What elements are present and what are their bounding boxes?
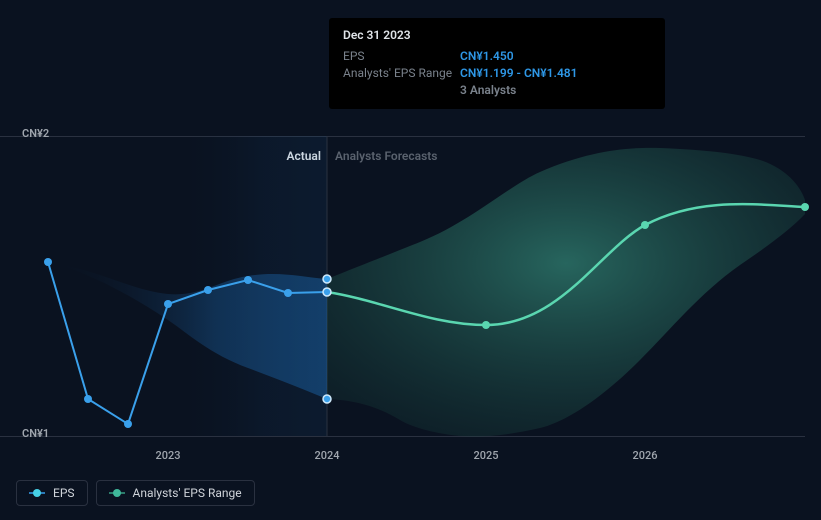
tooltip-value: 3 Analysts [460,82,516,99]
tooltip-row: 3 Analysts [343,82,651,99]
tooltip-row: EPS CN¥1.450 [343,48,651,65]
x-tick-label: 2024 [314,449,339,462]
chart-tooltip: Dec 31 2023 EPS CN¥1.450 Analysts' EPS R… [329,18,665,109]
tooltip-row: Analysts' EPS Range CN¥1.199 - CN¥1.481 [343,65,651,82]
legend-label: Analysts' EPS Range [133,486,242,500]
eps-chart-panel: CN¥2 CN¥1 Actual Analysts Forecasts [0,0,821,520]
x-tick-label: 2026 [632,449,657,462]
legend-item-eps[interactable]: EPS [16,480,88,506]
x-tick-label: 2025 [473,449,498,462]
legend-item-range[interactable]: Analysts' EPS Range [96,480,255,506]
tooltip-label: Analysts' EPS Range [343,65,460,82]
tooltip-value: CN¥1.450 [460,48,514,65]
tooltip-value: CN¥1.199 - CN¥1.481 [460,65,578,82]
x-tick-label: 2023 [155,449,180,462]
legend: EPS Analysts' EPS Range [16,480,255,506]
tooltip-date: Dec 31 2023 [343,28,651,42]
tooltip-label [343,82,460,99]
tooltip-label: EPS [343,48,460,65]
legend-swatch-icon [29,489,45,497]
legend-swatch-icon [109,489,125,497]
legend-label: EPS [53,486,75,500]
